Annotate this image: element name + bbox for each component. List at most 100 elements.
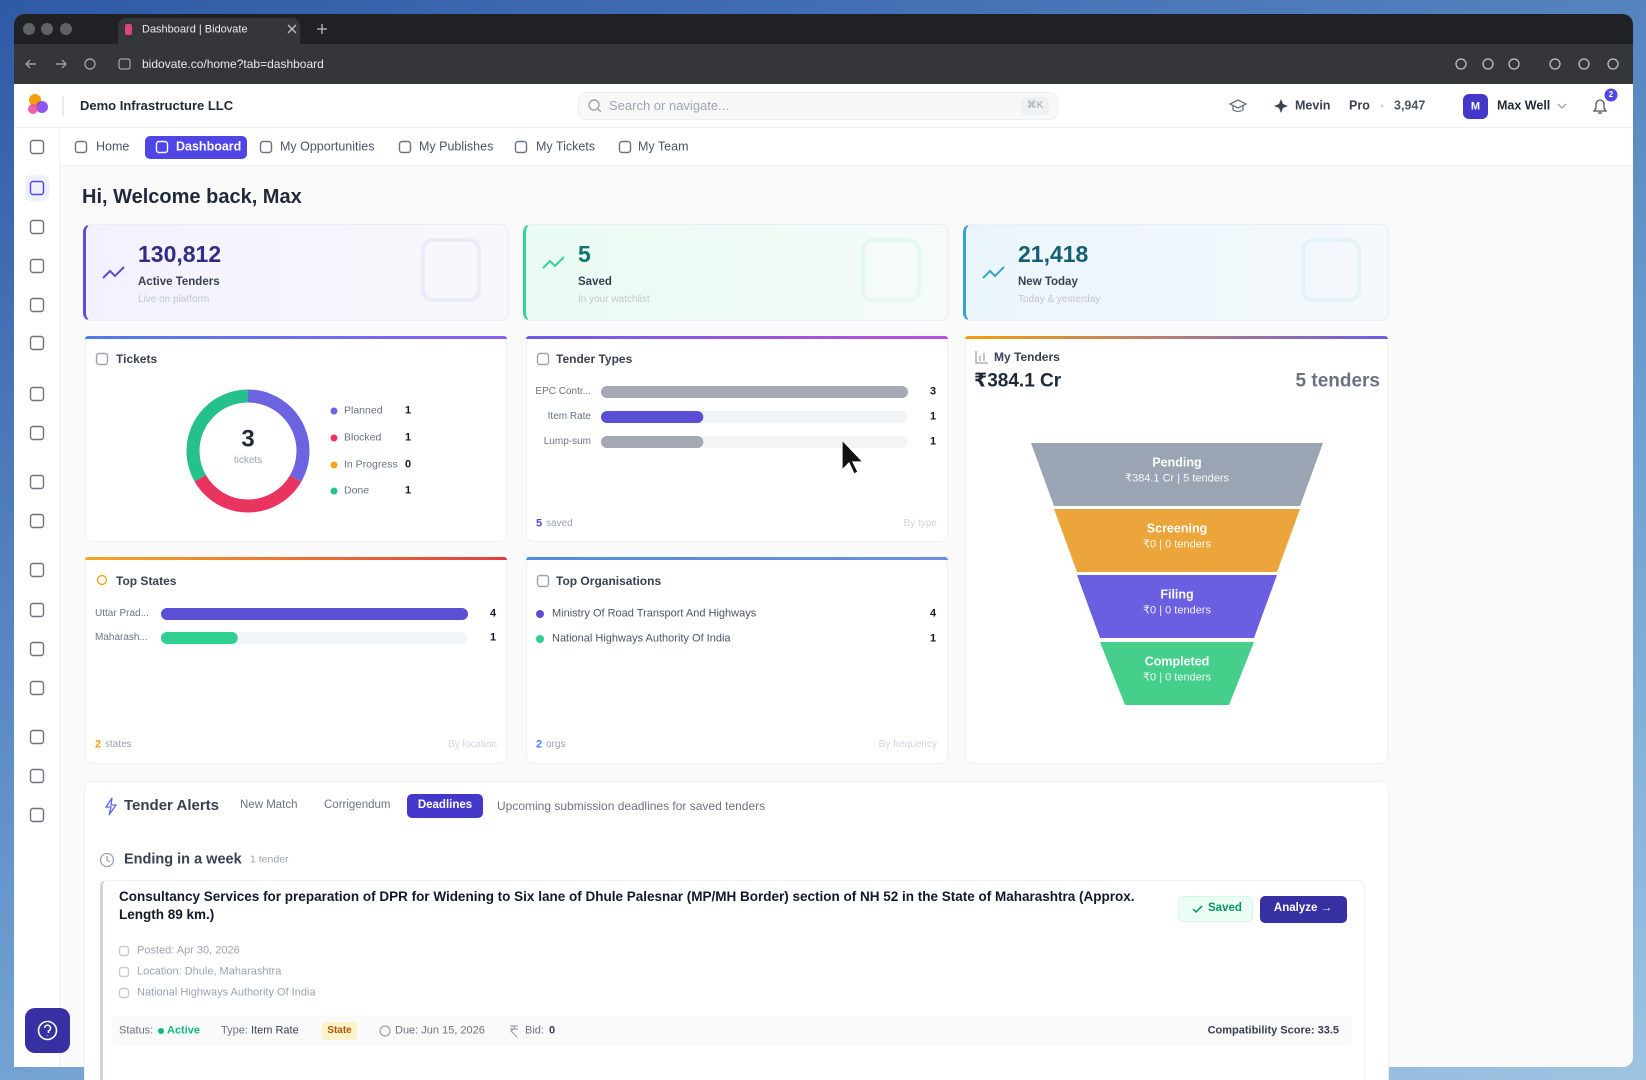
stat-note: Today & yesterday [1018, 294, 1101, 305]
legend-value: 1 [405, 404, 412, 417]
tenders-amount: ₹384.1 Cr [974, 370, 1062, 392]
stat-card [963, 224, 1389, 321]
footer-unit: saved [546, 518, 573, 529]
assistant-button[interactable]: Mevin [1295, 98, 1331, 113]
footer-count: 5 [536, 517, 543, 530]
avatar[interactable] [1463, 94, 1488, 119]
state-badge [322, 1022, 357, 1040]
footer-count: 2 [536, 738, 543, 751]
bar-value: 1 [930, 435, 937, 448]
company-name: Demo Infrastructure LLC [80, 98, 234, 114]
stat-card [523, 224, 949, 321]
donut-total: 3 [241, 425, 255, 453]
alert-tab[interactable]: New Match [240, 799, 298, 812]
org-name: Ministry Of Road Transport And Highways [552, 607, 757, 620]
stat-label: Saved [578, 276, 612, 289]
tenders-count: 5 tenders [1295, 370, 1380, 392]
tender-card[interactable] [100, 880, 1365, 1080]
bar-label: EPC Contr... [535, 386, 591, 397]
saved-label[interactable]: Saved [1208, 902, 1242, 915]
search-shortcut: ⌘K [1026, 100, 1044, 111]
plan-label: Pro [1349, 98, 1370, 113]
tender-meta: Location: Dhule, Maharashtra [137, 965, 282, 978]
search-placeholder[interactable]: Search or navigate... [609, 98, 729, 114]
panel [85, 557, 507, 764]
section-count: 1 tender [250, 853, 289, 866]
alerts-title: Tender Alerts [124, 797, 220, 814]
footer-count: 2 [95, 738, 102, 751]
panel [85, 336, 507, 542]
panel-accent [85, 557, 507, 560]
org-value: 1 [930, 632, 937, 645]
tender-title[interactable]: Consultancy Services for preparation of … [119, 889, 1135, 922]
legend-value: 0 [405, 458, 412, 471]
active-tab[interactable] [118, 18, 300, 44]
bar-value: 1 [490, 631, 497, 644]
nav-item[interactable]: My Opportunities [280, 139, 375, 154]
compatibility-score: Compatibility Score: 33.5 [1207, 1024, 1339, 1037]
footer-note: By location [448, 739, 497, 750]
footer-note: By frequency [878, 739, 937, 750]
alert-tab[interactable]: Corrigendum [324, 799, 391, 812]
legend-label: Blocked [344, 431, 382, 444]
footer-note: By type [903, 518, 937, 529]
legend-label: Done [344, 484, 370, 497]
search-box[interactable] [578, 92, 1058, 120]
alert-tab[interactable]: Deadlines [417, 799, 473, 812]
nav-item[interactable]: My Publishes [419, 139, 494, 154]
panel-title: My Tenders [994, 349, 1060, 364]
bar-label: Lump-sum [543, 436, 591, 447]
notification-count: 2 [1608, 90, 1614, 100]
nav-tab-active[interactable] [145, 136, 247, 159]
alerts-description: Upcoming submission deadlines for saved … [497, 798, 766, 813]
donut-total-label: tickets [233, 455, 263, 466]
bar-value: 3 [930, 385, 937, 398]
panel-title: Tickets [116, 351, 158, 366]
nav-item[interactable]: My Team [638, 139, 689, 154]
saved-button[interactable] [1178, 896, 1253, 922]
tender-meta: Posted: Apr 30, 2026 [137, 944, 240, 957]
legend-label: In Progress [344, 458, 398, 471]
panel-accent [965, 336, 1388, 339]
sidebar [14, 128, 60, 1067]
footer-unit: orgs [546, 739, 566, 750]
bar-label: Item Rate [547, 411, 591, 422]
section-title: Ending in a week [124, 851, 242, 868]
url[interactable]: bidovate.co/home?tab=dashboard [142, 56, 324, 71]
stat-note: In your watchlist [578, 294, 650, 305]
status-label: Status: [119, 1024, 154, 1037]
funnel-stage-detail: ₹384.1 Cr | 5 tenders [1124, 472, 1230, 485]
stat-card [83, 224, 509, 321]
type-label: Type: [221, 1024, 248, 1037]
funnel-stage-name: Pending [1152, 455, 1202, 470]
tab-title[interactable]: Dashboard | Bidovate [142, 23, 248, 36]
alert-tab-active[interactable] [407, 794, 483, 818]
greeting: Hi, Welcome back, Max [82, 186, 302, 208]
user-name[interactable]: Max Well [1497, 98, 1551, 113]
bar-value: 1 [930, 410, 937, 423]
tender-meta: National Highways Authority Of India [137, 986, 316, 999]
analyze-label[interactable]: Analyze → [1273, 902, 1333, 915]
due-date: Due: Jun 15, 2026 [395, 1024, 485, 1037]
address-bar [14, 44, 1633, 84]
help-button[interactable] [25, 1008, 70, 1053]
panel-accent [526, 336, 948, 339]
stat-note: Live on platform [138, 294, 210, 305]
stat-label: New Today [1018, 276, 1078, 289]
nav-item[interactable]: My Tickets [536, 139, 596, 154]
nav-item[interactable]: Home [96, 139, 130, 154]
funnel-stage-name: Completed [1144, 654, 1210, 669]
bar-label: Maharash... [95, 632, 148, 643]
avatar-initial[interactable]: M [1470, 99, 1481, 112]
bar-value: 4 [490, 607, 497, 620]
nav-item[interactable]: Dashboard [176, 139, 242, 154]
credits: 3,947 [1394, 98, 1426, 113]
analyze-button[interactable] [1260, 896, 1347, 923]
funnel-stage-detail: ₹0 | 0 tenders [1143, 538, 1211, 551]
funnel-stage-detail: ₹0 | 0 tenders [1143, 604, 1211, 617]
shortcut-chip [1021, 97, 1049, 115]
funnel-stage-name: Screening [1146, 521, 1208, 536]
funnel-stage-name: Filing [1160, 587, 1194, 602]
tender-footer [112, 1016, 1352, 1046]
